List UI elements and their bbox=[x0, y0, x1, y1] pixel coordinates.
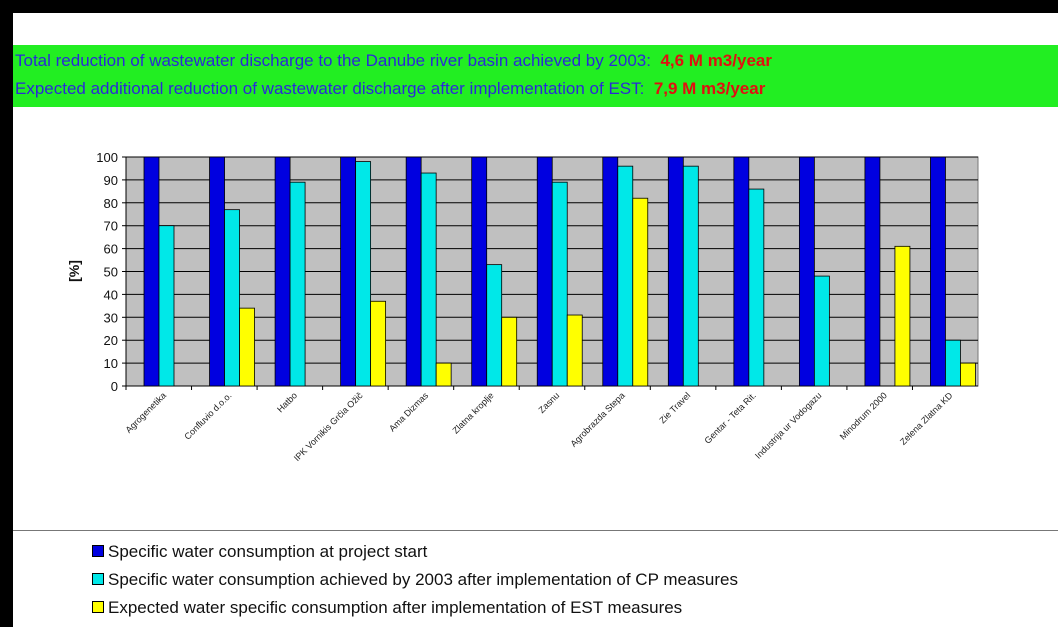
bar-series-1 bbox=[340, 156, 357, 387]
legend-label: Expected water specific consumption afte… bbox=[108, 598, 683, 617]
x-category-label: IPK Vornikis Grčia Ožič bbox=[292, 390, 365, 463]
total-reduction-line: Total reduction of wastewater discharge … bbox=[15, 51, 772, 71]
bar-series-3 bbox=[894, 245, 911, 387]
bar-series-2 bbox=[551, 181, 568, 387]
y-tick-label: 10 bbox=[104, 356, 118, 371]
bar-series-3 bbox=[501, 316, 518, 387]
bar-series-2 bbox=[224, 209, 240, 387]
x-category-label: Zelena Zlatna KD bbox=[898, 390, 955, 447]
bar-series-3 bbox=[370, 300, 387, 387]
legend-divider bbox=[13, 530, 1058, 531]
top-frame-border bbox=[0, 0, 1058, 13]
y-tick-label: 70 bbox=[104, 219, 118, 234]
legend-label: Specific water consumption achieved by 2… bbox=[108, 570, 738, 589]
bar-series-1 bbox=[274, 156, 291, 387]
y-tick-label: 100 bbox=[96, 150, 118, 165]
x-category-label: Gentar - Teta Rit. bbox=[702, 390, 757, 445]
y-tick-label: 80 bbox=[104, 196, 118, 211]
bar-series-2 bbox=[158, 225, 175, 387]
x-category-label: Industrija ur Vodogazu bbox=[753, 390, 823, 460]
y-tick-label: 30 bbox=[104, 310, 118, 325]
bar-series-1 bbox=[864, 156, 881, 387]
bar-series-2 bbox=[813, 275, 830, 387]
bar-series-1 bbox=[471, 156, 488, 387]
bar-series-1 bbox=[930, 156, 946, 387]
y-tick-label: 0 bbox=[111, 379, 118, 394]
x-category-label: Agrobrazda Stepa bbox=[568, 390, 626, 448]
bar-series-3 bbox=[566, 314, 583, 387]
bar-series-2 bbox=[355, 161, 372, 387]
bar-series-2 bbox=[748, 188, 765, 387]
y-tick-label: 50 bbox=[104, 265, 118, 280]
summary-banner: Total reduction of wastewater discharge … bbox=[13, 45, 1058, 107]
bar-series-2 bbox=[682, 165, 699, 387]
bar-series-1 bbox=[209, 156, 225, 387]
bar-series-3 bbox=[960, 362, 976, 387]
bar-series-3 bbox=[435, 362, 452, 387]
bar-series-2 bbox=[617, 165, 634, 387]
legend-item-achieved-2003: Specific water consumption achieved by 2… bbox=[92, 570, 738, 590]
bar-series-2 bbox=[945, 339, 961, 387]
legend-item-project-start: Specific water consumption at project st… bbox=[92, 542, 427, 562]
bar-series-3 bbox=[239, 307, 255, 387]
legend-item-expected-est: Expected water specific consumption afte… bbox=[92, 598, 682, 618]
expected-reduction-line: Expected additional reduction of wastewa… bbox=[15, 79, 765, 99]
total-reduction-text: Total reduction of wastewater discharge … bbox=[15, 51, 651, 70]
legend-swatch-yellow bbox=[92, 601, 104, 613]
bar-series-1 bbox=[602, 156, 619, 387]
x-category-label: Ama Dizmas bbox=[387, 390, 430, 433]
legend-swatch-blue bbox=[92, 545, 104, 557]
bar-series-1 bbox=[143, 156, 160, 387]
expected-reduction-text: Expected additional reduction of wastewa… bbox=[15, 79, 645, 98]
bar-series-2 bbox=[486, 264, 503, 387]
y-axis-label: [%] bbox=[66, 260, 82, 282]
y-tick-label: 20 bbox=[104, 333, 118, 348]
bar-series-1 bbox=[733, 156, 750, 387]
bar-series-3 bbox=[632, 197, 649, 387]
left-frame-border bbox=[0, 0, 13, 627]
bar-series-1 bbox=[798, 156, 815, 387]
bar-series-1 bbox=[667, 156, 684, 387]
bar-series-2 bbox=[289, 181, 306, 387]
x-category-label: Zasnu bbox=[537, 390, 562, 415]
x-category-label: Minodrum 2000 bbox=[838, 390, 889, 441]
bar-series-1 bbox=[405, 156, 422, 387]
y-tick-label: 90 bbox=[104, 173, 118, 188]
bar-series-2 bbox=[420, 172, 437, 387]
total-reduction-value: 4,6 M m3/year bbox=[660, 51, 772, 70]
bar-series-1 bbox=[536, 156, 553, 387]
y-tick-label: 40 bbox=[104, 287, 118, 302]
x-category-label: Confluvio d.o.o. bbox=[182, 390, 233, 441]
x-category-label: Zie Travel bbox=[657, 390, 692, 425]
legend-swatch-cyan bbox=[92, 573, 104, 585]
expected-reduction-value: 7,9 M m3/year bbox=[653, 79, 766, 98]
x-category-label: Hatbo bbox=[275, 390, 299, 414]
x-category-label: Agrogenetika bbox=[123, 390, 168, 435]
x-category-label: Zlatna kroplje bbox=[450, 390, 495, 435]
y-tick-label: 60 bbox=[104, 242, 118, 257]
legend-label: Specific water consumption at project st… bbox=[108, 542, 428, 561]
